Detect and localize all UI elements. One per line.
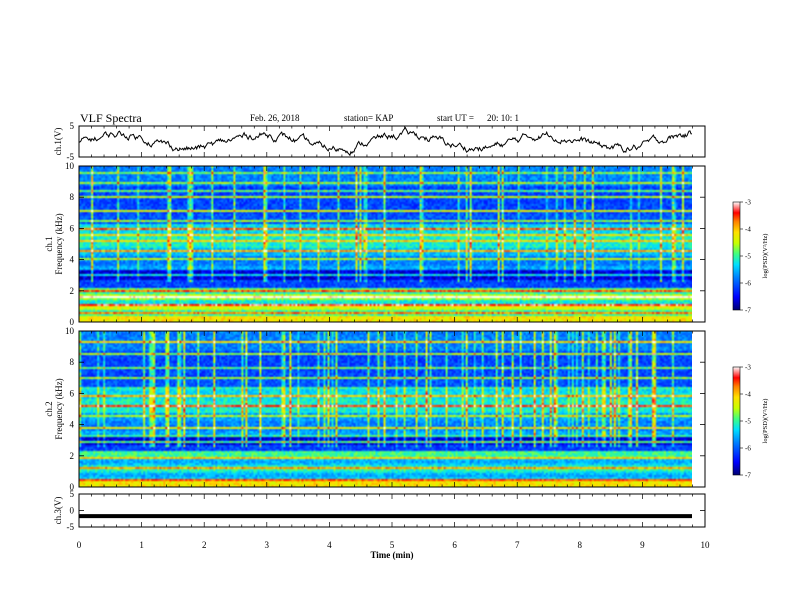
ch1-voltage-trace <box>78 126 693 157</box>
ch1-frequency-axis-label: ch.1 Frequency (kHz) <box>44 213 64 274</box>
start-ut-label: start UT = <box>437 113 474 123</box>
colorbar-tick-label: -5 <box>745 418 751 426</box>
x-tick-label: 1 <box>139 540 144 550</box>
ch1-frequency-tick-label: 10 <box>65 161 75 171</box>
ch2-frequency-tick-label: 6 <box>70 388 75 398</box>
ch1-voltage-tick-label: 5 <box>70 121 75 131</box>
figure-title: VLF Spectra <box>80 111 142 125</box>
ch1-voltage-tick-label: -5 <box>67 152 75 162</box>
ch3-voltage-tick-label: -5 <box>67 522 75 532</box>
colorbar-label-text: log(PSD)(V²/Hz) <box>762 234 769 279</box>
x-tick-label: 0 <box>77 540 82 550</box>
ch1-frequency-axis-label-line: ch.1 <box>44 236 54 251</box>
ch2-frequency-tick-label: 0 <box>70 482 75 492</box>
colorbar-tick-label: -4 <box>745 226 751 234</box>
ch1-frequency-tick-label: 6 <box>70 223 75 233</box>
colorbar-tick-label: -3 <box>745 364 751 372</box>
ch2-frequency-tick-label: 4 <box>70 420 75 430</box>
x-tick-label: 6 <box>452 540 457 550</box>
ch1-voltage-axis-label: ch.1(V) <box>53 128 63 156</box>
ch1-frequency-tick-label: 2 <box>70 286 75 296</box>
date-label: Feb. 26, 2018 <box>250 113 300 123</box>
ch3-voltage-tick-label: 5 <box>70 489 75 499</box>
x-tick-label: 4 <box>327 540 332 550</box>
ch3-voltage-tick-label: 0 <box>70 506 75 516</box>
x-tick-label: 9 <box>640 540 645 550</box>
ch1-frequency-tick-label: 0 <box>70 317 75 327</box>
ch1-frequency-tick-label: 4 <box>70 255 75 265</box>
ch1-frequency-axis-label-line: Frequency (kHz) <box>54 213 64 274</box>
ch2-frequency-tick-label: 2 <box>70 451 75 461</box>
colorbar-tick-label: -6 <box>745 445 751 453</box>
colorbar-label-1: log(PSD)(V²/Hz) <box>762 234 769 279</box>
station-label: station= KAP <box>344 113 394 123</box>
ch2-frequency-axis-label-line: Frequency (kHz) <box>54 378 64 439</box>
x-tick-label: 3 <box>265 540 270 550</box>
colorbar-tick-label: -4 <box>745 391 751 399</box>
colorbar-tick-label: -7 <box>745 307 751 315</box>
colorbar-tick-label: -5 <box>745 253 751 261</box>
ch1-voltage-axis-label-line: ch.1(V) <box>53 128 63 156</box>
start-ut-value: 20: 10: 1 <box>487 113 520 123</box>
x-tick-label: 8 <box>578 540 583 550</box>
spectrogram-image-ch2 <box>79 331 692 487</box>
colorbar-label-2: log(PSD)(V²/Hz) <box>762 399 769 444</box>
colorbar-2 <box>732 366 741 476</box>
ch2-frequency-tick-label: 8 <box>70 357 75 367</box>
x-tick-label: 10 <box>701 540 711 550</box>
spectrogram-image-ch1 <box>79 166 692 322</box>
x-tick-label: 2 <box>202 540 207 550</box>
ch2-frequency-axis-label: ch.2 Frequency (kHz) <box>44 378 64 439</box>
x-axis-label: Time (min) <box>370 550 413 560</box>
ch2-frequency-axis-label-line: ch.2 <box>44 401 54 416</box>
ch1-frequency-tick-label: 8 <box>70 192 75 202</box>
colorbar-1 <box>732 201 741 311</box>
colorbar-tick-label: -3 <box>745 199 751 207</box>
ch3-voltage-axis-label-line: ch.3(V) <box>53 497 63 525</box>
x-tick-label: 7 <box>515 540 520 550</box>
ch2-frequency-tick-label: 10 <box>65 326 75 336</box>
colorbar-tick-label: -7 <box>745 472 751 480</box>
ch3-voltage-axis-label: ch.3(V) <box>53 497 63 525</box>
colorbar-label-text: log(PSD)(V²/Hz) <box>762 399 769 444</box>
colorbar-tick-label: -6 <box>745 280 751 288</box>
x-tick-label: 5 <box>390 540 395 550</box>
